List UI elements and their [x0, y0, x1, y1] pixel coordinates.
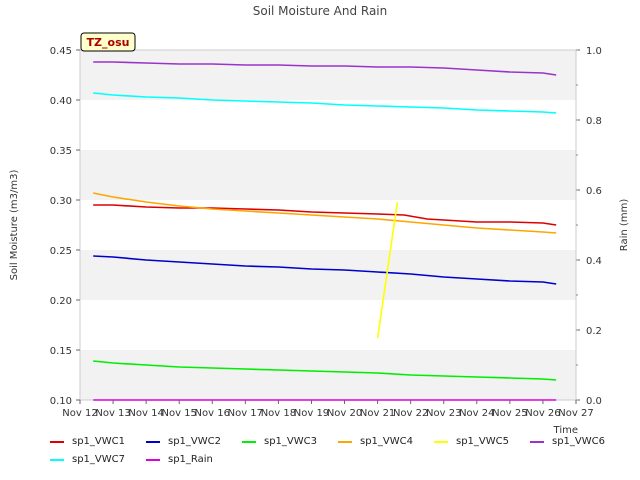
- x-tick-label: Nov 21: [360, 408, 395, 419]
- y-tick-label: 0.35: [50, 146, 72, 157]
- y2-tick-label: 0.0: [586, 396, 602, 407]
- x-axis-label: Time: [553, 425, 578, 436]
- legend-swatch: [338, 440, 352, 443]
- x-tick-label: Nov 12: [62, 408, 97, 419]
- y-axis-label: Soil Moisture (m3/m3): [9, 170, 20, 281]
- y-tick-label: 0.10: [50, 396, 72, 407]
- x-tick-label: Nov 25: [492, 408, 527, 419]
- series-line-sp1-vwc2: [93, 255, 557, 285]
- legend-item: sp1_VWC3: [242, 436, 317, 447]
- legend-label: sp1_VWC4: [360, 436, 413, 447]
- legend-swatch: [50, 458, 64, 461]
- y-tick-label: 0.40: [50, 96, 72, 107]
- y2-tick-label: 0.8: [586, 116, 602, 127]
- legend-item: sp1_VWC2: [146, 436, 221, 447]
- y2-tick-label: 0.4: [586, 256, 602, 267]
- legend-swatch: [50, 440, 64, 443]
- y2-tick-label: 1.0: [586, 46, 602, 57]
- x-tick-label: Nov 16: [195, 408, 230, 419]
- legend-label: sp1_VWC2: [168, 436, 221, 447]
- x-tick-label: Nov 15: [161, 408, 196, 419]
- grid-band: [80, 350, 576, 400]
- legend-item: sp1_Rain: [146, 454, 213, 465]
- site-label: TZ_osu: [87, 36, 130, 49]
- y2-tick-label: 0.2: [586, 326, 602, 337]
- legend-swatch: [242, 440, 256, 443]
- y2-tick-label: 0.6: [586, 186, 602, 197]
- y-tick-label: 0.15: [50, 346, 72, 357]
- legend-item: sp1_VWC5: [434, 436, 509, 447]
- legend-item: sp1_VWC7: [50, 454, 125, 465]
- series-line-sp1-vwc5: [376, 201, 399, 339]
- legend-item: sp1_VWC6: [530, 436, 605, 447]
- plot-frame: [79, 49, 577, 401]
- legend-swatch: [530, 440, 544, 443]
- site-label-box: TZ_osu: [80, 32, 136, 52]
- legend-label: sp1_VWC6: [552, 436, 605, 447]
- series-line-sp1-vwc1: [93, 204, 557, 226]
- x-tick-label: Nov 26: [525, 408, 560, 419]
- x-tick-label: Nov 23: [426, 408, 461, 419]
- x-tick-label: Nov 27: [558, 408, 593, 419]
- grid-band: [80, 50, 576, 100]
- y-tick-label: 0.45: [50, 46, 72, 57]
- y-tick-label: 0.30: [50, 196, 72, 207]
- series-line-sp1-vwc6: [93, 61, 557, 76]
- y-tick-label: 0.20: [50, 296, 72, 307]
- series-line-sp1-vwc7: [93, 92, 557, 114]
- x-tick-label: Nov 20: [327, 408, 362, 419]
- chart-title: Soil Moisture And Rain: [253, 4, 388, 18]
- legend-label: sp1_VWC7: [72, 454, 125, 465]
- legend-swatch: [434, 440, 448, 443]
- legend-label: sp1_VWC3: [264, 436, 317, 447]
- series-line-sp1-vwc3: [93, 360, 557, 381]
- x-tick-label: Nov 24: [459, 408, 494, 419]
- legend-label: sp1_VWC5: [456, 436, 509, 447]
- grid-band: [80, 150, 576, 200]
- grid-band: [80, 250, 576, 300]
- x-tick-label: Nov 14: [128, 408, 163, 419]
- y-tick-label: 0.25: [50, 246, 72, 257]
- legend-label: sp1_VWC1: [72, 436, 125, 447]
- x-tick-label: Nov 22: [393, 408, 428, 419]
- legend-item: sp1_VWC1: [50, 436, 125, 447]
- legend-label: sp1_Rain: [168, 454, 213, 465]
- legend-item: sp1_VWC4: [338, 436, 413, 447]
- x-tick-label: Nov 13: [95, 408, 130, 419]
- series-line-sp1-vwc4: [93, 192, 557, 234]
- x-tick-label: Nov 18: [261, 408, 296, 419]
- x-tick-label: Nov 19: [294, 408, 329, 419]
- x-tick-label: Nov 17: [228, 408, 263, 419]
- legend-swatch: [146, 458, 160, 461]
- legend-swatch: [146, 440, 160, 443]
- y2-axis-label: Rain (mm): [619, 199, 630, 252]
